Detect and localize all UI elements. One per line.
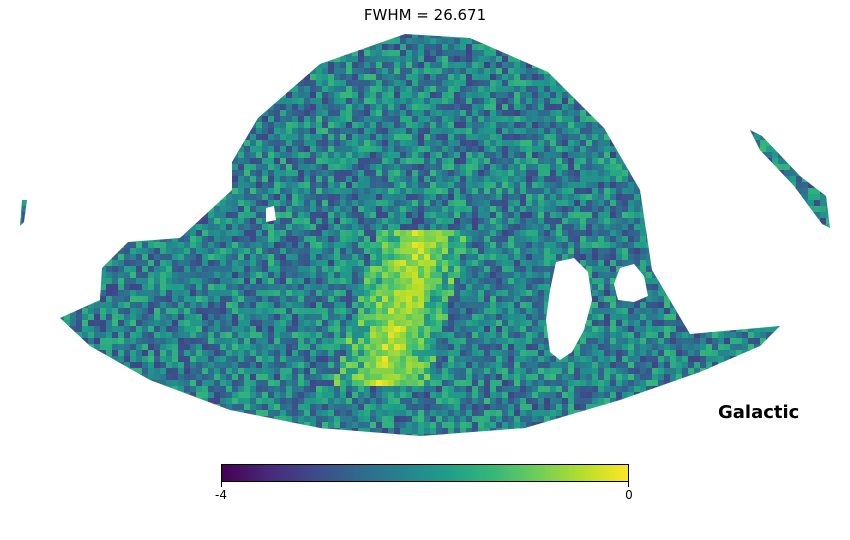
colorbar [221, 464, 629, 482]
colorbar-tick-min [221, 482, 222, 487]
sky-pixels [20, 34, 830, 436]
plot-title: FWHM = 26.671 [363, 6, 487, 24]
masked-region-1 [546, 258, 592, 360]
masked-regions [266, 206, 648, 360]
colorbar-label-max: 0 [625, 488, 633, 502]
coordinate-system-label: Galactic [718, 402, 800, 423]
masked-region-3 [266, 206, 276, 222]
colorbar-label-min: -4 [215, 488, 227, 502]
colorbar-tick-max [628, 482, 629, 487]
masked-region-2 [614, 264, 648, 302]
